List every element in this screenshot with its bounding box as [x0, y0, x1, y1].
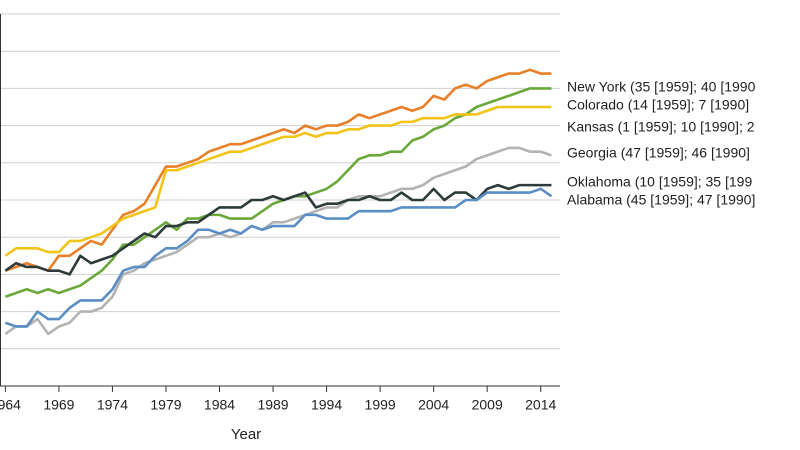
- x-tick-label: 2009: [472, 397, 503, 413]
- series-line: [4, 183, 552, 276]
- series-line: [4, 68, 552, 272]
- x-tick-label: 1979: [150, 397, 181, 413]
- series-label: Alabama (45 [1959]; 47 [1990]: [567, 192, 755, 208]
- x-tick-label: 1994: [311, 397, 342, 413]
- x-tick-label: 2014: [525, 397, 556, 413]
- series-line: [4, 146, 552, 336]
- x-tick-label: 1999: [365, 397, 396, 413]
- series-line: [4, 187, 553, 328]
- x-tick-label: 1969: [43, 397, 74, 413]
- x-tick-label: 1964: [0, 397, 21, 413]
- series-label: Georgia (47 [1959]; 46 [1990]: [567, 145, 750, 161]
- x-tick-label: 1989: [257, 397, 288, 413]
- x-axis-title: Year: [231, 426, 261, 443]
- series-label: Colorado (14 [1959]; 7 [1990]: [567, 97, 749, 113]
- series-label: Oklahoma (10 [1959]; 35 [199: [567, 174, 752, 190]
- x-tick-label: 1974: [97, 397, 128, 413]
- series-label: New York (35 [1959]; 40 [1990: [567, 79, 756, 95]
- x-tick-label: 2004: [418, 397, 449, 413]
- series-line: [4, 87, 552, 298]
- series-label: Kansas (1 [1959]; 10 [1990]; 2: [567, 119, 755, 135]
- x-tick-label: 1984: [204, 397, 235, 413]
- series-line: [4, 105, 552, 257]
